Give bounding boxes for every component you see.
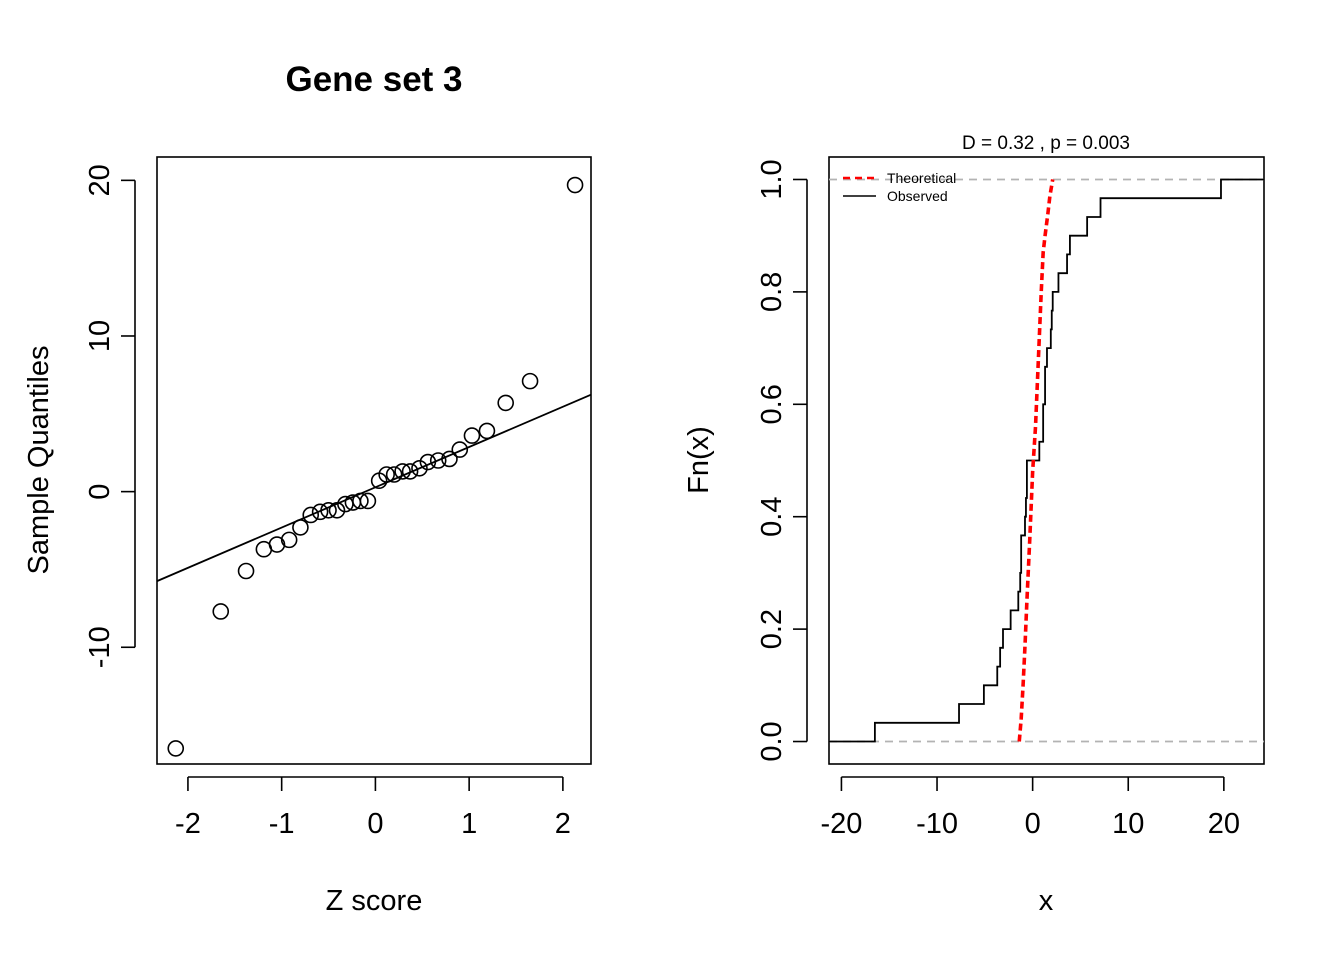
- qq-point: [385, 466, 403, 483]
- qq-point: [167, 740, 185, 757]
- qq-point: [401, 463, 419, 480]
- qq-point: [411, 459, 428, 477]
- ecdf-y-tick-label: 0.2: [756, 609, 788, 649]
- qq-point: [352, 492, 369, 510]
- qq-point: [280, 531, 298, 549]
- ecdf-y-tick-label: 0.6: [756, 384, 788, 424]
- ecdf-x-tick-label: 10: [1112, 808, 1144, 840]
- ecdf-y-axis: 0.0 0.2 0.4 0.6 0.8 1.0: [756, 159, 808, 762]
- ecdf-y-tick-label: 0.8: [756, 272, 788, 312]
- ecdf-x-axis: -20 -10 0 10 20: [820, 776, 1240, 840]
- qq-y-tick-label: -10: [84, 626, 116, 668]
- qq-plot-panel: Gene set 3 Z score Sample Quantiles -2 -1…: [23, 60, 592, 917]
- ecdf-plot-frame: [828, 156, 1265, 765]
- qq-point: [419, 453, 437, 471]
- ecdf-legend: Theoretical Observed: [843, 170, 956, 204]
- ecdf-plot-panel: D = 0.32 , p = 0.003 x Fn(x) -20 -10 0 10 20…: [683, 133, 1265, 917]
- qq-point: [320, 502, 337, 519]
- qq-x-tick-label: 2: [555, 808, 571, 840]
- qq-point: [521, 372, 539, 390]
- qq-x-axis: -2 -1 0 1 2: [175, 776, 571, 840]
- qq-plot-marks: [156, 176, 592, 757]
- ecdf-y-tick-label: 1.0: [756, 159, 788, 199]
- qq-reference-line: [156, 393, 592, 582]
- ecdf-x-tick-label: -20: [820, 808, 862, 840]
- qq-point: [328, 502, 346, 519]
- qq-point: [441, 450, 458, 468]
- ecdf-x-axis-label: x: [1039, 885, 1054, 917]
- legend-observed-label: Observed: [887, 188, 948, 204]
- qq-plot-frame: [156, 156, 592, 765]
- qq-point: [478, 422, 496, 440]
- ecdf-x-tick-label: 0: [1025, 808, 1041, 840]
- qq-point: [302, 506, 320, 524]
- ecdf-x-tick-label: -10: [916, 808, 958, 840]
- ecdf-y-tick-label: 0.4: [756, 497, 788, 537]
- ecdf-y-tick-label: 0.0: [756, 721, 788, 761]
- qq-plot-title: Gene set 3: [285, 60, 462, 99]
- qq-point: [394, 463, 411, 480]
- qq-point: [359, 492, 377, 510]
- ecdf-observed-series: [829, 178, 1264, 743]
- qq-x-tick-label: -1: [269, 808, 295, 840]
- qq-point: [497, 394, 514, 412]
- qq-point: [463, 427, 481, 444]
- ecdf-plot-marks: [829, 178, 1264, 743]
- qq-y-axis: -10 0 10 20: [84, 164, 136, 668]
- qq-point: [212, 603, 230, 620]
- qq-y-tick-label: 0: [84, 484, 116, 500]
- qq-y-tick-label: 20: [84, 164, 116, 196]
- qq-x-tick-label: 0: [367, 808, 383, 840]
- qq-x-tick-label: 1: [461, 808, 477, 840]
- qq-point: [237, 562, 255, 580]
- qq-point: [451, 441, 469, 458]
- ecdf-plot-title: D = 0.32 , p = 0.003: [962, 133, 1130, 154]
- qq-y-tick-label: 10: [84, 320, 116, 352]
- qq-x-axis-label: Z score: [326, 885, 423, 917]
- qq-point: [292, 519, 309, 536]
- qq-point: [311, 503, 329, 521]
- qq-point: [378, 466, 395, 483]
- qq-y-axis-label: Sample Quantiles: [23, 346, 55, 575]
- qq-x-tick-label: -2: [175, 808, 201, 840]
- qq-point: [429, 452, 447, 469]
- legend-theoretical-label: Theoretical: [887, 170, 956, 186]
- ecdf-y-axis-label: Fn(x): [683, 426, 715, 494]
- ecdf-x-tick-label: 20: [1208, 808, 1240, 840]
- qq-point: [566, 176, 584, 194]
- ecdf-theoretical-series: [1017, 179, 1055, 742]
- qq-point: [268, 536, 286, 553]
